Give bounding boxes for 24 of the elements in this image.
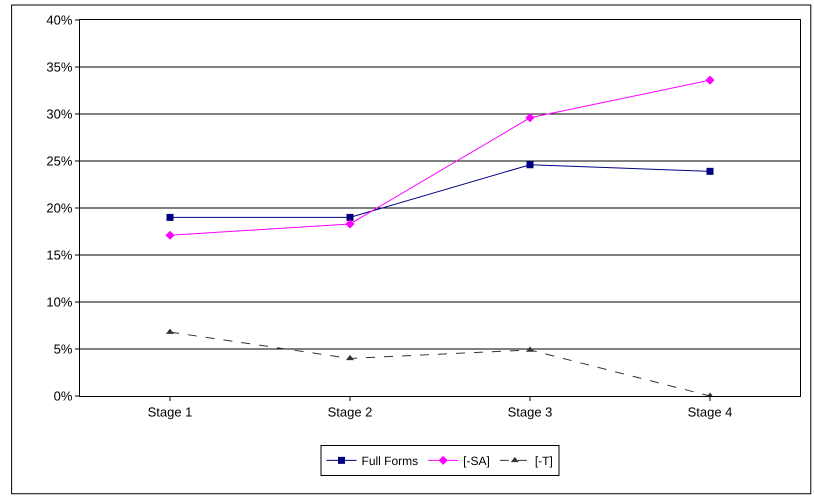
legend-label: [-SA]: [463, 454, 490, 468]
point: [166, 214, 174, 221]
x-tick-label: Stage 3: [508, 404, 552, 420]
point: [706, 168, 714, 175]
y-tick-label: 5%: [54, 342, 73, 357]
point: [165, 230, 175, 240]
x-tick-label: Stage 1: [148, 404, 192, 420]
point: [346, 214, 354, 221]
x-tick-label: Stage 2: [328, 404, 372, 420]
y-tick-label: 35%: [46, 60, 73, 75]
y-tick-label: 40%: [46, 12, 73, 28]
x-tick-label: Stage 4: [688, 404, 732, 420]
y-tick-label: 20%: [46, 200, 73, 216]
legend-label: Full Forms: [362, 454, 418, 468]
y-tick-label: 30%: [46, 106, 73, 122]
y-tick-label: 10%: [46, 294, 73, 310]
point: [525, 113, 535, 122]
legend-label: [-T]: [534, 454, 553, 468]
point: [345, 219, 355, 229]
y-tick-label: 15%: [46, 248, 73, 263]
y-tick-label: 25%: [46, 154, 73, 169]
point: [526, 161, 534, 168]
point: [705, 76, 715, 85]
y-tick-label: 0%: [54, 388, 73, 404]
